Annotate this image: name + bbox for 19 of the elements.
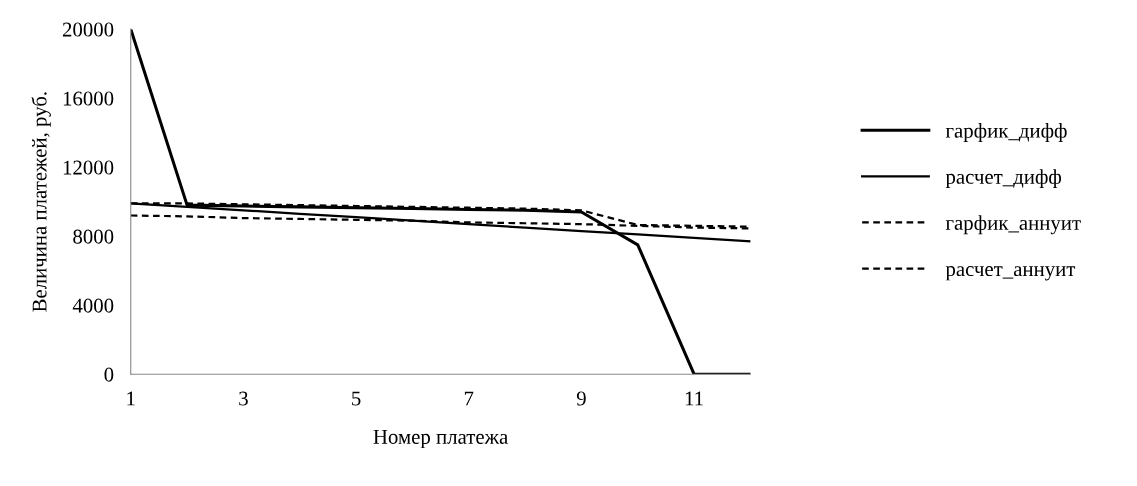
y-tick-label: 16000: [63, 91, 114, 106]
legend-label: гарфик_дифф: [945, 123, 1067, 142]
y-tick-label: 4000: [72, 298, 114, 313]
legend-label: расчет_дифф: [945, 169, 1062, 189]
x-tick-label: 3: [239, 391, 248, 406]
y-tick-label: 0: [104, 367, 114, 382]
y-tick-label: 12000: [63, 160, 114, 175]
x-tick-label: 7: [464, 391, 474, 406]
legend-label: расчет_аннуит: [945, 266, 1076, 281]
y-tick-label: 20000: [62, 22, 114, 37]
line-series: [130, 29, 751, 375]
x-tick-label: 5: [352, 391, 361, 406]
y-tick-label: 8000: [73, 229, 114, 244]
x-tick-label: 1: [127, 391, 135, 406]
x-axis-title: Номер платежа: [373, 430, 508, 449]
x-tick-label: 11: [685, 391, 703, 406]
x-tick-label: 9: [576, 391, 586, 406]
legend-label: гарфик_аннуит: [945, 215, 1081, 235]
y-axis-title: Величина платежей, руб.: [31, 92, 51, 312]
